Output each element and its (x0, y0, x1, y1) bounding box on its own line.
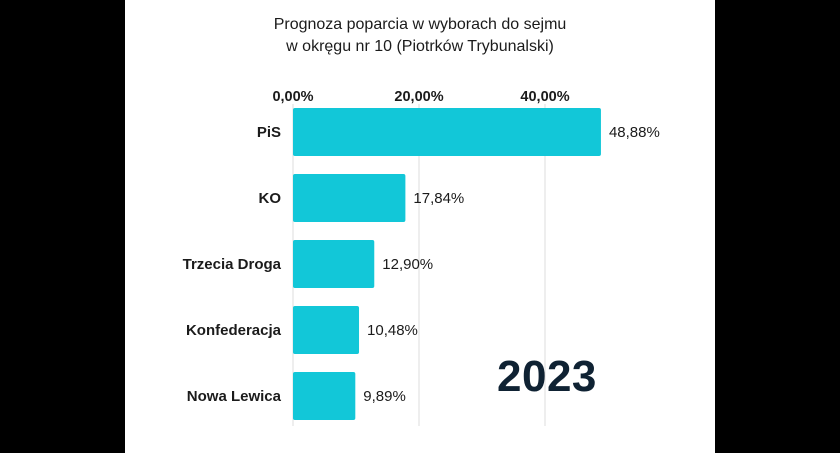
category-label-2: Trzecia Droga (183, 256, 282, 273)
chart-title-line-1: Prognoza poparcia w wyborach do sejmu (273, 16, 567, 33)
bar-3 (293, 306, 360, 354)
value-label-0: 48,88% (609, 124, 660, 141)
category-label-4: Nowa Lewica (187, 388, 282, 405)
category-label-1: KO (259, 190, 282, 207)
x-tick-label-0: 0,00% (272, 89, 313, 105)
x-tick-label-1: 20,00% (394, 89, 443, 105)
value-label-3: 10,48% (367, 322, 418, 339)
year-annotation: 2023 (497, 352, 597, 401)
value-label-1: 17,84% (413, 190, 464, 207)
bar-2 (293, 240, 375, 288)
bar-4 (293, 372, 356, 420)
chart-title: Prognoza poparcia w wyborach do sejmu w … (125, 14, 715, 58)
category-label-0: PiS (257, 124, 281, 141)
chart-panel: Prognoza poparcia w wyborach do sejmu w … (125, 0, 715, 453)
bar-0 (293, 108, 601, 156)
value-label-2: 12,90% (382, 256, 433, 273)
chart-title-line-2: w okręgu nr 10 (Piotrków Trybunalski) (286, 38, 554, 55)
x-tick-label-2: 40,00% (520, 89, 569, 105)
value-label-4: 9,89% (363, 388, 406, 405)
category-label-3: Konfederacja (186, 322, 282, 339)
bar-1 (293, 174, 406, 222)
bar-chart: 0,00% 20,00% 40,00% PiS 48,88% KO 17,84% Trzeci… (183, 89, 660, 426)
